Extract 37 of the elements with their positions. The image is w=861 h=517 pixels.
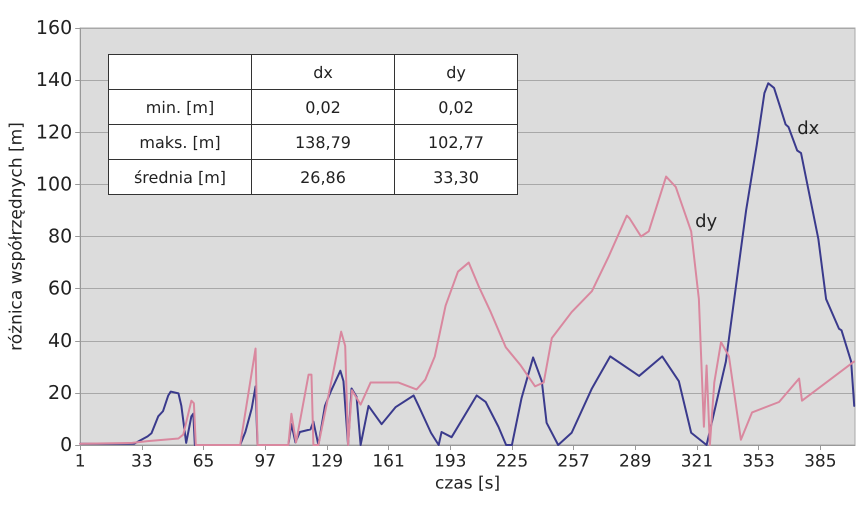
y-tick-label: 140 xyxy=(36,69,72,92)
annotation: 33,30 xyxy=(394,160,518,194)
y-tick-label: 80 xyxy=(48,226,72,248)
y-tick-label: 160 xyxy=(36,17,72,39)
annotation: maks. [m] xyxy=(108,124,252,160)
x-tick-label: 65 xyxy=(192,452,214,472)
y-tick-label: 120 xyxy=(36,121,72,144)
x-tick-label: 193 xyxy=(434,452,466,472)
y-tick-label: 100 xyxy=(36,173,72,196)
x-tick-label: 385 xyxy=(804,452,837,472)
y-tick-label: 60 xyxy=(48,278,72,300)
series-label: dy xyxy=(695,211,718,232)
annotation: średnia [m] xyxy=(108,160,252,194)
annotation: min. [m] xyxy=(108,90,252,124)
y-tick-label: 20 xyxy=(48,382,72,404)
series-label: dx xyxy=(797,118,820,139)
annotation: 26,86 xyxy=(252,160,394,194)
annotation: dy xyxy=(394,54,518,90)
y-axis-title: różnica współrzędnych [m] xyxy=(6,122,26,351)
x-tick-label: 289 xyxy=(619,452,652,472)
x-tick-label: 321 xyxy=(680,452,714,472)
x-tick-label: 161 xyxy=(372,452,405,472)
annotation: 138,79 xyxy=(252,124,394,160)
x-tick-label: 257 xyxy=(557,452,590,472)
y-tick-label: 0 xyxy=(60,434,72,456)
x-tick-label: 353 xyxy=(742,452,775,472)
annotation: 0,02 xyxy=(394,90,518,124)
x-tick-label: 97 xyxy=(254,452,276,472)
x-tick-label: 129 xyxy=(310,452,344,472)
x-axis-title: czas [s] xyxy=(435,474,500,494)
x-tick-label: 1 xyxy=(74,452,86,472)
y-tick-label: 40 xyxy=(48,330,72,352)
annotation: dx xyxy=(252,54,394,90)
annotation: 102,77 xyxy=(394,124,518,160)
x-tick-label: 225 xyxy=(496,452,528,472)
x-tick-label: 33 xyxy=(131,452,153,472)
annotation: 0,02 xyxy=(252,90,394,124)
